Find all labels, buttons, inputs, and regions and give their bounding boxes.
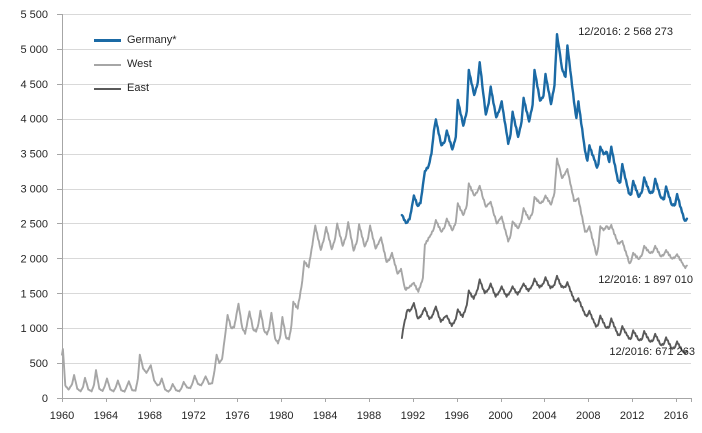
svg-text:1996: 1996: [444, 410, 468, 422]
svg-text:1972: 1972: [181, 410, 205, 422]
legend-label-germany: Germany*: [127, 34, 177, 46]
svg-text:0: 0: [42, 393, 48, 405]
germany-line-swatch: [94, 39, 121, 42]
svg-text:2 500: 2 500: [20, 218, 48, 230]
y-tick-labels: 0 500 1 000 1 500 2 000 2 500 3 000 3 500 4 000 4…: [20, 9, 48, 405]
svg-text:5 500: 5 500: [20, 9, 48, 21]
svg-text:2008: 2008: [576, 410, 600, 422]
svg-text:2012: 2012: [620, 410, 644, 422]
axis-ticks: [57, 14, 692, 402]
svg-text:2016: 2016: [664, 410, 688, 422]
svg-text:1980: 1980: [269, 410, 293, 422]
axes: [62, 14, 691, 399]
annotation-germany-dec-2016: 12/2016: 2 568 273: [578, 26, 673, 38]
svg-text:2000: 2000: [488, 410, 512, 422]
y-gridlines: [62, 14, 691, 364]
legend-item-west: West: [94, 58, 177, 71]
west-series-line: [61, 157, 688, 393]
east-series-line: [400, 274, 688, 355]
svg-text:1984: 1984: [313, 410, 337, 422]
legend-item-germany: Germany*: [94, 34, 177, 47]
svg-text:1992: 1992: [401, 410, 425, 422]
svg-text:3 500: 3 500: [20, 149, 48, 161]
legend-label-west: West: [127, 58, 152, 70]
svg-text:4 500: 4 500: [20, 79, 48, 91]
svg-text:1968: 1968: [137, 410, 161, 422]
svg-text:3 000: 3 000: [20, 184, 48, 196]
svg-text:1 500: 1 500: [20, 288, 48, 300]
svg-text:2004: 2004: [532, 410, 556, 422]
svg-text:1 000: 1 000: [20, 323, 48, 335]
svg-text:4 000: 4 000: [20, 114, 48, 126]
svg-text:1976: 1976: [225, 410, 249, 422]
legend: Germany* West East: [94, 34, 177, 106]
annotation-west-dec-2016: 12/2016: 1 897 010: [598, 274, 693, 286]
svg-text:2 000: 2 000: [20, 253, 48, 265]
svg-text:1964: 1964: [94, 410, 118, 422]
legend-label-east: East: [127, 82, 150, 94]
svg-text:5 000: 5 000: [20, 44, 48, 56]
x-tick-labels: 1960 1964 1968 1972 1976 1980 1984 1988 1992 1996…: [50, 410, 688, 422]
west-line-swatch: [94, 63, 121, 66]
svg-text:1960: 1960: [50, 410, 74, 422]
east-line-swatch: [94, 87, 121, 90]
legend-item-east: East: [94, 82, 177, 95]
annotation-east-dec-2016: 12/2016: 671 263: [609, 346, 695, 358]
svg-text:1988: 1988: [357, 410, 381, 422]
germany-series-line: [400, 33, 689, 225]
svg-text:500: 500: [30, 358, 48, 370]
